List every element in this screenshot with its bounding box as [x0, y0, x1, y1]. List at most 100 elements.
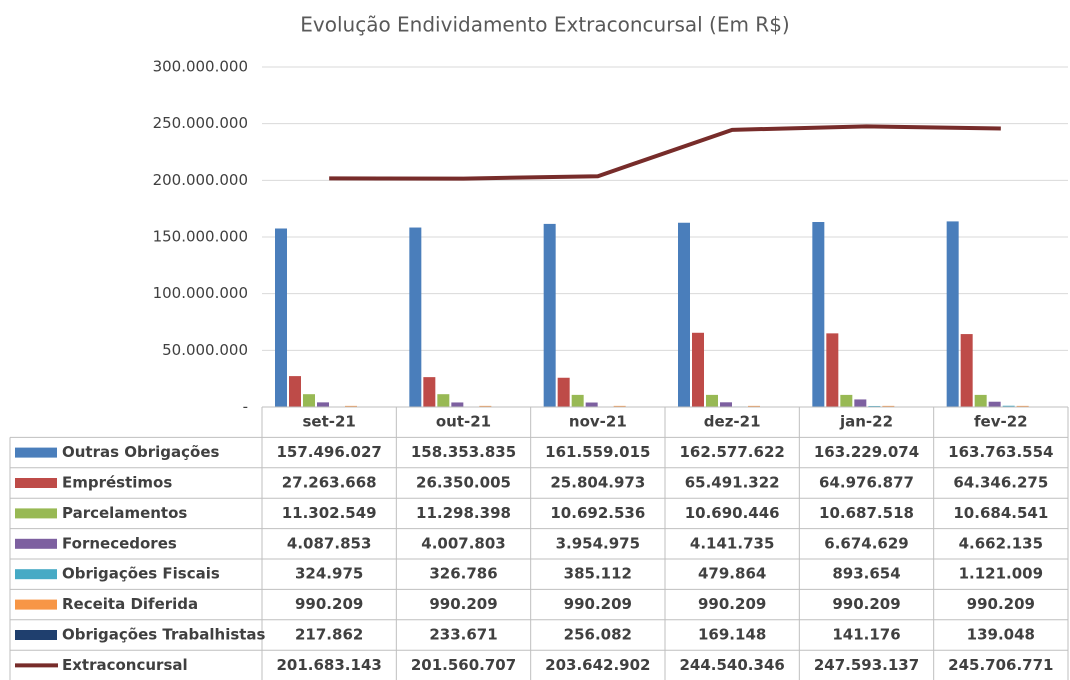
bar	[585, 402, 598, 407]
legend-key	[15, 538, 57, 549]
table-value: 244.540.346	[679, 656, 784, 674]
table-value: 4.662.135	[959, 534, 1043, 552]
table-value: 11.298.398	[416, 504, 511, 522]
table-value: 893.654	[832, 565, 900, 583]
table-value: 64.346.275	[953, 474, 1048, 492]
table-value: 64.976.877	[819, 474, 914, 492]
table-value: 3.954.975	[556, 534, 640, 552]
table-value: 990.209	[429, 595, 497, 613]
table-value: 4.141.735	[690, 534, 774, 552]
line	[329, 124, 1001, 181]
table-value: 27.263.668	[282, 474, 377, 492]
legend-label: Outras Obrigações	[62, 443, 220, 461]
bar	[946, 221, 959, 407]
y-tick-label: 150.000.000	[153, 228, 248, 246]
bar	[1002, 405, 1015, 407]
table-value: 385.112	[564, 565, 632, 583]
x-tick-label: dez-21	[704, 413, 761, 431]
bar	[557, 377, 570, 407]
bar	[706, 394, 718, 407]
y-tick-label: 250.000.000	[153, 114, 248, 132]
table-value: 10.684.541	[953, 504, 1048, 522]
table-value: 217.862	[295, 626, 363, 644]
bar	[571, 394, 584, 407]
bar	[289, 376, 301, 407]
bar	[840, 394, 853, 407]
table-value: 139.048	[967, 626, 1035, 644]
legend-label: Obrigações Trabalhistas	[62, 626, 266, 644]
bar	[451, 402, 464, 407]
table-value: 201.560.707	[411, 656, 516, 674]
bar	[748, 405, 760, 407]
y-tick-label: 50.000.000	[162, 341, 248, 359]
bar	[974, 394, 987, 407]
x-tick-label: nov-21	[569, 413, 627, 431]
table-value: 161.559.015	[545, 443, 650, 461]
table-value: 163.229.074	[814, 443, 919, 461]
bar	[720, 402, 732, 407]
table-value: 479.864	[698, 565, 766, 583]
y-tick-label: 200.000.000	[153, 171, 248, 189]
legend-label: Extraconcursal	[62, 656, 188, 674]
bar	[678, 222, 690, 407]
bar	[960, 334, 973, 407]
table-value: 158.353.835	[411, 443, 516, 461]
bar	[868, 405, 881, 407]
table-value: 4.007.803	[421, 534, 505, 552]
table-value: 324.975	[295, 565, 363, 583]
bar	[692, 332, 704, 407]
table-value: 25.804.973	[550, 474, 645, 492]
x-tick-label: out-21	[436, 413, 491, 431]
bar	[812, 222, 825, 407]
table-value: 163.763.554	[948, 443, 1053, 461]
bar	[613, 405, 626, 407]
table-value: 247.593.137	[814, 656, 919, 674]
bar	[423, 377, 436, 407]
table-value: 157.496.027	[276, 443, 381, 461]
table-value: 990.209	[967, 595, 1035, 613]
legend-key	[15, 447, 57, 458]
table-value: 245.706.771	[948, 656, 1053, 674]
table-value: 169.148	[698, 626, 766, 644]
y-tick-label: 300.000.000	[153, 58, 248, 76]
table-value: 4.087.853	[287, 534, 371, 552]
table-value: 990.209	[698, 595, 766, 613]
table-value: 10.690.446	[685, 504, 780, 522]
table-value: 990.209	[295, 595, 363, 613]
x-tick-label: fev-22	[974, 413, 1028, 431]
y-tick-label: 100.000.000	[153, 284, 248, 302]
bar	[317, 402, 329, 407]
table-value: 6.674.629	[824, 534, 908, 552]
bar	[1016, 405, 1029, 407]
table-value: 141.176	[832, 626, 900, 644]
legend-key	[15, 569, 57, 580]
table-value: 11.302.549	[282, 504, 377, 522]
x-tick-label: jan-22	[839, 413, 893, 431]
bar	[826, 333, 839, 407]
legend-label: Fornecedores	[62, 534, 177, 552]
bar	[988, 401, 1001, 407]
bar	[303, 394, 315, 407]
legend-label: Obrigações Fiscais	[62, 565, 220, 583]
bar	[882, 405, 895, 407]
legend-label: Empréstimos	[62, 474, 172, 492]
table-value: 26.350.005	[416, 474, 511, 492]
y-tick-label: -	[243, 398, 248, 416]
bar	[479, 405, 492, 407]
table-value: 162.577.622	[679, 443, 784, 461]
table-value: 65.491.322	[685, 474, 780, 492]
bar	[409, 227, 422, 407]
legend-key	[15, 508, 57, 519]
table-value: 203.642.902	[545, 656, 650, 674]
bar	[275, 228, 287, 407]
table-value: 256.082	[564, 626, 632, 644]
bar	[437, 394, 450, 407]
legend-label: Parcelamentos	[62, 504, 187, 522]
chart-title: Evolução Endividamento Extraconcursal (E…	[300, 13, 789, 37]
bar	[345, 405, 357, 407]
table-value: 10.687.518	[819, 504, 914, 522]
table-value: 990.209	[832, 595, 900, 613]
bar	[854, 399, 867, 407]
